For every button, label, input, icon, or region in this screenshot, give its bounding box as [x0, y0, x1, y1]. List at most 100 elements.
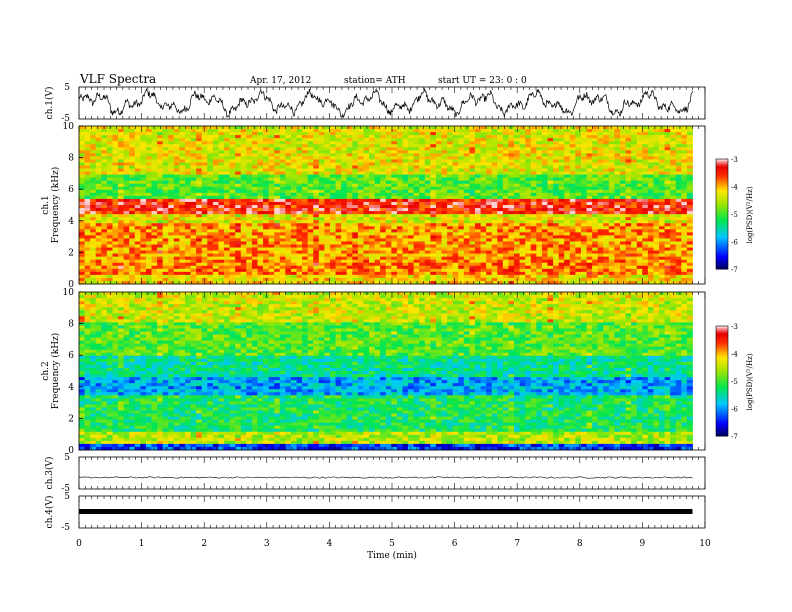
spectrogram-cell	[352, 171, 359, 176]
spectrogram-cell	[290, 226, 297, 230]
spectrogram-cell	[151, 141, 158, 145]
spectrogram-cell	[341, 186, 348, 191]
spectrogram-cell	[391, 180, 398, 185]
date-label: Apr. 17, 2012	[249, 76, 311, 86]
spectrogram-cell	[463, 226, 470, 230]
spectrogram-cell	[569, 186, 576, 191]
spectrogram-cell	[112, 192, 119, 197]
spectrogram-cell	[514, 192, 520, 197]
spectrogram-cell	[346, 220, 353, 224]
spectrogram-cell	[530, 198, 537, 203]
spectrogram-cell	[123, 162, 130, 166]
spectrogram-cell	[558, 214, 565, 218]
spectrogram-cell	[396, 241, 403, 245]
spectrogram-cell	[134, 135, 141, 139]
spectrogram-cell	[318, 180, 325, 185]
spectrogram-cell	[564, 241, 571, 245]
spectrogram-cell	[486, 198, 493, 203]
spectrogram-cell	[95, 135, 102, 139]
spectrogram-cell	[201, 208, 208, 212]
spectrogram-cell	[129, 229, 136, 233]
spectrogram-cell	[681, 162, 688, 166]
spectrogram-cell	[374, 138, 381, 142]
spectrogram-cell	[608, 214, 615, 218]
spectrogram-cell	[564, 217, 571, 221]
spectrogram-cell	[502, 159, 509, 163]
spectrogram-cell	[553, 153, 560, 157]
spectrogram-cell	[391, 205, 398, 209]
spectrogram-cell	[268, 262, 275, 267]
spectrogram-cell	[586, 256, 593, 261]
spectrogram-cell	[547, 141, 554, 145]
spectrogram-cell	[285, 177, 292, 182]
spectrogram-cell	[184, 186, 191, 191]
spectrogram-cell	[469, 217, 476, 221]
spectrogram-cell	[458, 241, 465, 245]
spectrogram-cell	[519, 259, 526, 264]
spectrogram-cell	[263, 147, 270, 151]
spectrogram-cell	[90, 159, 97, 163]
spectrogram-cell	[619, 165, 626, 169]
spectrogram-cell	[279, 259, 286, 264]
spectrogram-cell	[514, 147, 520, 151]
spectrogram-cell	[268, 226, 275, 230]
spectrogram-cell	[363, 208, 370, 212]
spectrogram-cell	[363, 247, 370, 251]
spectrogram-cell	[536, 205, 543, 209]
spectrogram-cell	[357, 138, 364, 142]
spectrogram-cell	[519, 150, 526, 154]
spectrogram-cell	[224, 165, 230, 169]
spectrogram-cell	[374, 217, 381, 221]
spectrogram-cell	[201, 183, 208, 188]
spectrogram-cell	[318, 153, 325, 157]
spectrogram-cell	[157, 141, 164, 145]
spectrogram-cell	[313, 132, 320, 136]
spectrogram-cell	[586, 129, 593, 133]
spectrogram-cell	[224, 217, 230, 221]
spectrogram-cell	[357, 201, 364, 206]
spectrogram-cell	[168, 211, 175, 215]
spectrogram-cell	[318, 256, 325, 261]
spectrogram-cell	[151, 256, 158, 261]
spectrogram-cell	[84, 168, 91, 172]
spectrogram-cell	[106, 150, 113, 154]
spectrogram-cell	[118, 241, 125, 245]
spectrogram-cell	[84, 159, 91, 163]
spectrogram-cell	[519, 186, 526, 191]
spectrogram-cell	[486, 195, 493, 200]
spectrogram-cell	[129, 253, 136, 258]
spectrogram-cell	[402, 132, 409, 136]
spectrogram-cell	[335, 165, 342, 169]
spectrogram-cell	[653, 192, 660, 197]
spectrogram-cell	[625, 126, 632, 130]
spectrogram-cell	[586, 235, 593, 239]
spectrogram-cell	[547, 192, 554, 197]
spectrogram-cell	[302, 162, 309, 166]
spectrogram-cell	[179, 150, 186, 154]
spectrogram-cell	[424, 183, 431, 188]
spectrogram-cell	[352, 141, 359, 145]
spectrogram-cell	[647, 144, 654, 148]
spectrogram-cell	[369, 195, 375, 200]
spectrogram-cell	[290, 189, 297, 194]
spectrogram-cell	[653, 153, 660, 157]
spectrogram-cell	[491, 244, 498, 248]
spectrogram-cell	[374, 253, 381, 258]
spectrogram-cell	[134, 208, 141, 212]
spectrogram-cell	[419, 217, 426, 221]
spectrogram-cell	[274, 220, 281, 224]
ch1-spectrogram-image	[79, 126, 693, 285]
spectrogram-cell	[592, 256, 599, 261]
spectrogram-cell	[670, 211, 677, 215]
spectrogram-cell	[564, 214, 571, 218]
spectrogram-cell	[246, 183, 253, 188]
spectrogram-cell	[514, 162, 520, 166]
spectrogram-cell	[190, 220, 197, 224]
spectrogram-cell	[396, 256, 403, 261]
spectrogram-cell	[257, 235, 264, 239]
spectrogram-cell	[369, 153, 375, 157]
spectrogram-cell	[346, 229, 353, 233]
spectrogram-cell	[246, 223, 253, 227]
spectrogram-cell	[90, 189, 97, 194]
spectrogram-cell	[112, 132, 119, 136]
